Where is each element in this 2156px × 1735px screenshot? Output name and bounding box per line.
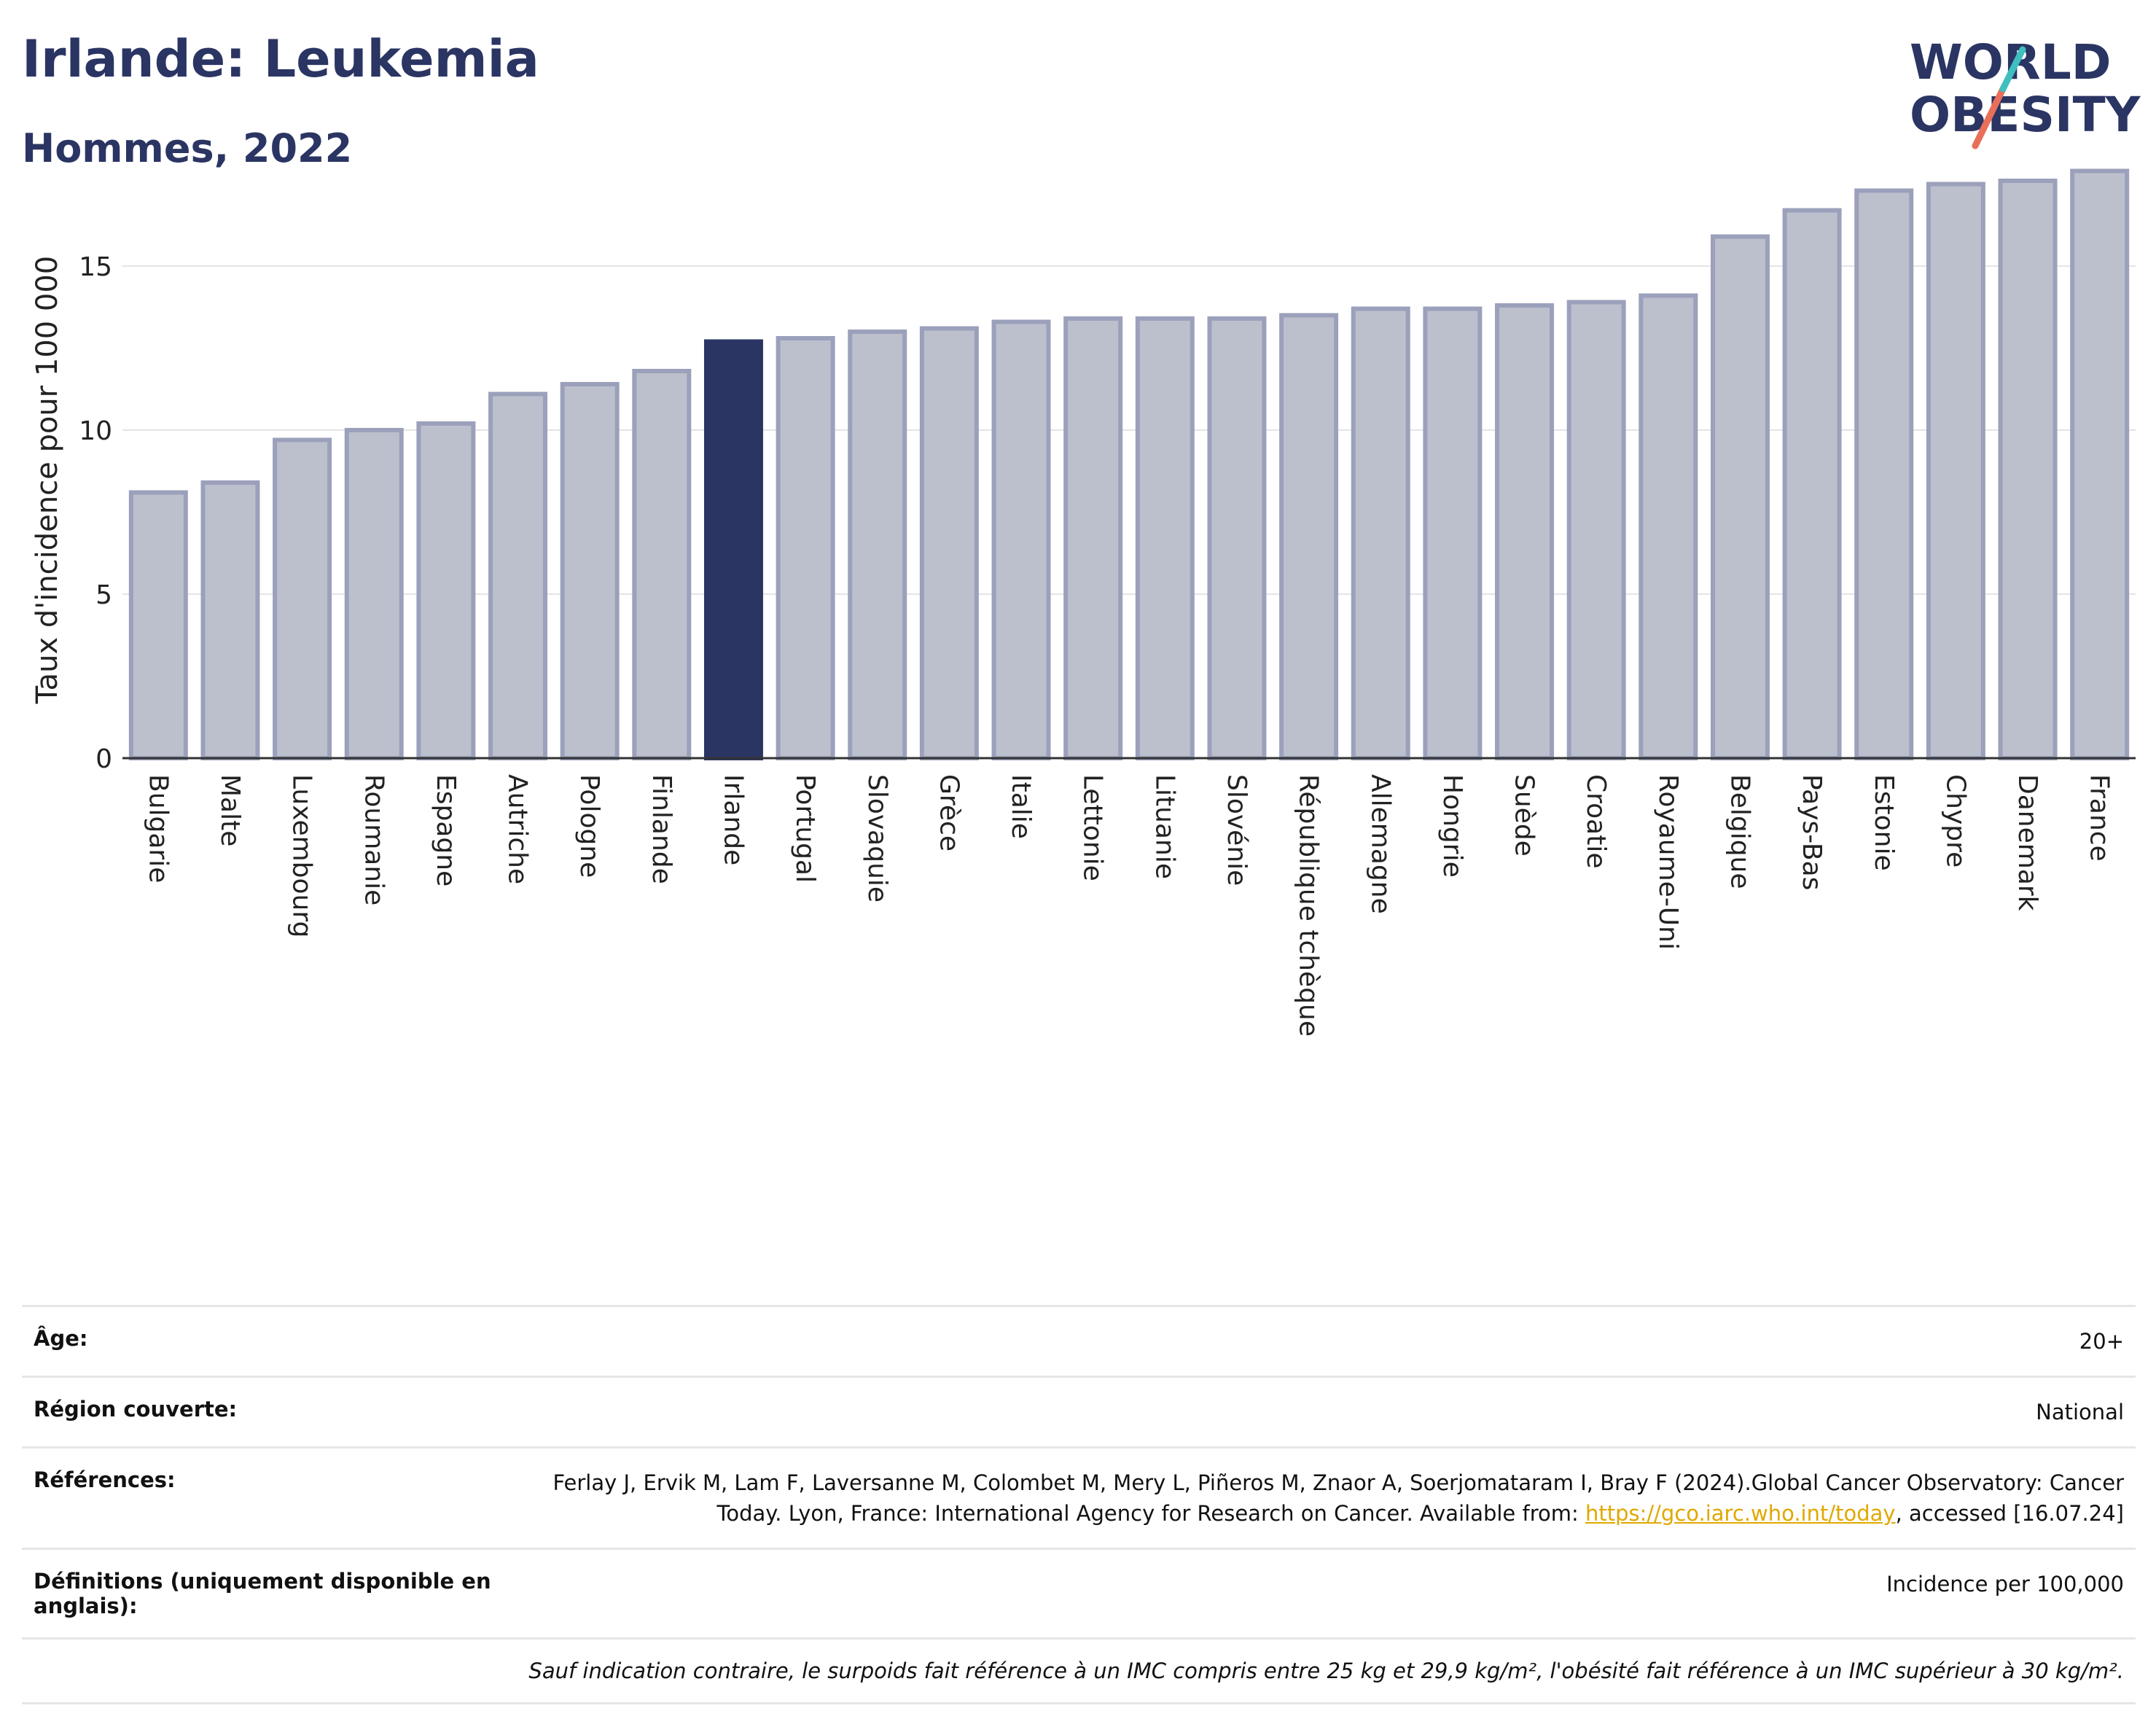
bar [1998,179,2058,760]
y-tick-label: 10 [79,416,112,446]
x-tick-label: Bulgarie [143,774,173,883]
region-label: Région couverte: [22,1376,519,1448]
definitions-label: Définitions (uniquement disponible en an… [22,1548,519,1639]
references-text: Ferlay J, Ervik M, Lam F, Laversanne M, … [552,1470,2124,1526]
x-tick-label: Pays-Bas [1797,774,1827,890]
y-tick-label: 15 [79,252,112,282]
x-tick-label: Espagne [431,774,461,886]
x-tick-label: Italie [1006,774,1036,839]
x-tick-label: Lituanie [1149,774,1179,879]
info-table: Âge: 20+ Région couverte: National Référ… [22,1305,2136,1704]
bar [1566,300,1626,760]
info-row-footnote: Sauf indication contraire, le surpoids f… [22,1637,2136,1704]
x-tick-label: Estonie [1869,774,1899,871]
bar [2070,168,2130,760]
bar [488,391,548,760]
references-value: Ferlay J, Ervik M, Lam F, Laversanne M, … [519,1446,2136,1549]
info-row-age: Âge: 20+ [22,1305,2136,1377]
bar [1063,316,1123,760]
x-tick-label: Luxembourg [287,774,317,937]
bar [1710,234,1770,760]
logo-slash-teal [1999,46,2026,93]
x-tick-label: Autriche [503,774,533,884]
references-label: Références: [22,1446,519,1549]
footnote: Sauf indication contraire, le surpoids f… [22,1637,2136,1704]
x-tick-label: Portugal [790,774,820,883]
bar [200,480,260,760]
x-tick-label: Grèce [934,774,964,851]
y-tick-label: 0 [95,744,112,774]
x-tick-label: Slovaquie [862,774,892,902]
bar [1423,306,1483,760]
bar [560,382,620,760]
page-title: Irlande: Leukemia [22,29,539,89]
info-row-definitions: Définitions (uniquement disponible en an… [22,1548,2136,1639]
bar-highlighted [703,339,763,760]
bar [632,369,692,760]
bar [344,428,404,760]
bar [776,336,835,760]
definitions-value: Incidence per 100,000 [519,1548,2136,1639]
bar [1926,182,1985,760]
page-subtitle: Hommes, 2022 [22,125,353,171]
bar [128,490,188,760]
axes: 0 5 10 15 Bulgarie Malte Luxembourg Roumanie Esp… [79,252,2136,1037]
bar [848,330,907,760]
age-label: Âge: [22,1305,519,1377]
bar [1854,188,1914,760]
region-value: National [519,1376,2136,1448]
x-tick-label: Slovénie [1222,774,1251,886]
bar [1495,303,1555,760]
info-row-references: Références: Ferlay J, Ervik M, Lam F, La… [22,1446,2136,1549]
x-tick-label: Danemark [2012,774,2042,911]
logo-text-obesity: OBESITY [1910,87,2141,143]
bar [919,326,979,760]
x-tick-label: Hongrie [1437,774,1467,878]
x-tick-label: Suède [1509,774,1539,857]
bar [1279,313,1339,760]
references-accessed: , accessed [16.07.24] [1895,1501,2124,1526]
x-tick-label: Belgique [1725,774,1754,889]
bar [416,421,476,760]
x-tick-label: Allemagne [1365,774,1395,914]
x-tick-label: Finlande [647,774,676,884]
x-tick-label: République tchèque [1294,774,1324,1037]
bar [1351,306,1410,760]
references-link[interactable]: https://gco.iarc.who.int/today [1585,1501,1896,1526]
x-tick-label: Royaume-Uni [1653,774,1683,950]
x-tick-label: Malte [215,774,245,846]
bar [1135,316,1195,760]
bar [1782,208,1842,760]
info-row-region: Région couverte: National [22,1376,2136,1448]
bar-chart: 0 5 10 15 Bulgarie Malte Luxembourg Roumanie Esp… [31,168,2136,1037]
age-value: 20+ [519,1305,2136,1377]
x-tick-label: Chypre [1940,774,1970,868]
y-axis-label: Taux d'incidence pour 100 000 [31,256,64,704]
x-tick-label: Lettonie [1078,774,1108,881]
x-tick-label: Croatie [1581,774,1611,869]
logo-slash-red [1972,85,2007,149]
bars [128,168,2130,760]
x-tick-label: Roumanie [359,774,388,905]
world-obesity-logo: WORLD OBESITY [1910,34,2141,149]
x-tick-label: Pologne [574,774,604,878]
x-tick-label: Irlande [718,774,748,865]
bar [991,319,1051,760]
x-tick-label: France [2085,774,2114,862]
bar [1207,316,1267,760]
bar [1639,293,1698,760]
bar [273,437,332,760]
y-tick-label: 5 [95,580,112,610]
